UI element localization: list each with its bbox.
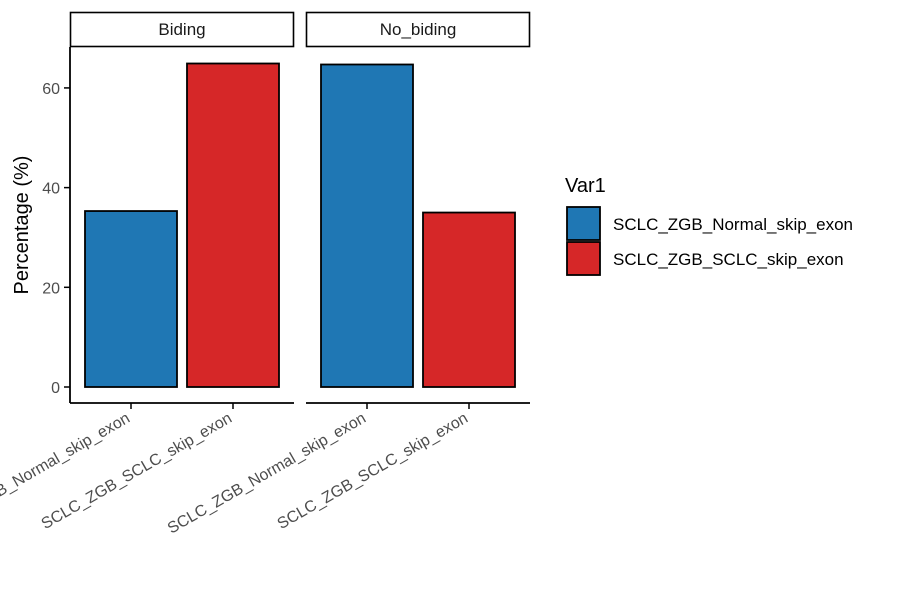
facet-strip-label: Biding	[158, 20, 205, 39]
y-tick-label: 20	[42, 280, 60, 297]
facet-strip-label: No_biding	[380, 20, 457, 39]
legend-label: SCLC_ZGB_SCLC_skip_exon	[613, 250, 844, 269]
facet-strip	[305, 11, 531, 48]
legend-key	[566, 241, 601, 276]
bar	[186, 62, 280, 388]
bar	[84, 210, 178, 388]
legend: Var1 SCLC_ZGB_Normal_skip_exon SCLC_ZGB_S…	[565, 175, 853, 276]
y-axis-title: Percentage (%)	[11, 156, 33, 295]
legend-key	[566, 206, 601, 241]
y-axis: 0 20 40 60	[42, 47, 71, 403]
facet-strip	[69, 11, 295, 48]
legend-label: SCLC_ZGB_Normal_skip_exon	[613, 215, 853, 234]
legend-title: Var1	[565, 175, 606, 197]
panels: BidingSCLC_ZGB_Normal_skip_exonSCLC_ZGB_…	[0, 11, 531, 537]
y-tick-label: 40	[42, 181, 60, 198]
bar	[422, 211, 516, 388]
y-tick-label: 0	[51, 380, 60, 397]
x-tick-label: SCLC_ZGB_SCLC_skip_exon	[275, 410, 471, 533]
y-tick-label: 60	[42, 81, 60, 98]
bar	[320, 63, 414, 388]
